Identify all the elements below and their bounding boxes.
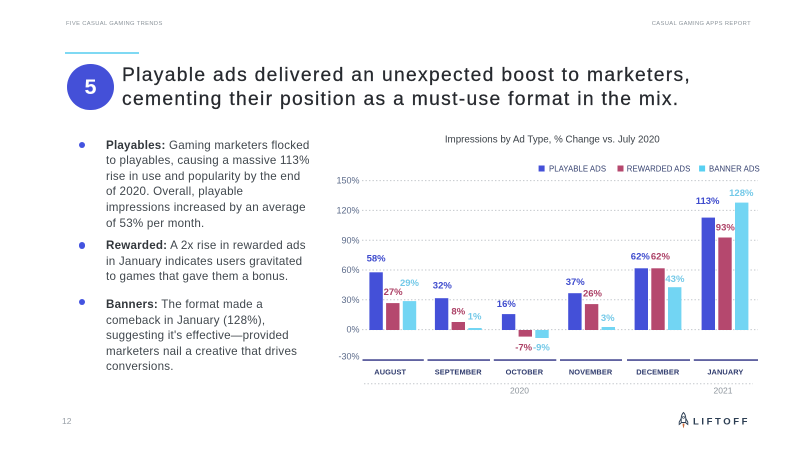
svg-text:32%: 32% [433,280,453,291]
svg-text:1%: 1% [468,312,482,323]
svg-text:120%: 120% [336,206,359,216]
svg-text:-9%: -9% [533,342,550,353]
svg-text:128%: 128% [729,188,754,199]
svg-text:150%: 150% [336,176,359,186]
svg-text:62%: 62% [631,252,651,263]
svg-text:58%: 58% [367,254,387,265]
svg-text:REWARDED ADS: REWARDED ADS [627,164,691,173]
svg-text:2020: 2020 [510,386,529,396]
svg-text:DECEMBER: DECEMBER [636,368,680,377]
svg-text:AUGUST: AUGUST [374,368,406,377]
svg-text:OCTOBER: OCTOBER [506,368,544,377]
svg-text:90%: 90% [341,235,359,245]
svg-text:8%: 8% [451,306,465,317]
svg-text:2021: 2021 [714,386,733,396]
svg-text:BANNER ADS: BANNER ADS [709,164,760,173]
svg-text:30%: 30% [341,295,359,305]
svg-text:26%: 26% [583,289,603,300]
svg-text:LIFTOFF: LIFTOFF [693,417,750,428]
svg-text:93%: 93% [716,223,736,234]
svg-text:3%: 3% [601,313,615,324]
svg-text:NOVEMBER: NOVEMBER [569,368,613,377]
svg-text:27%: 27% [384,287,404,298]
svg-text:29%: 29% [400,278,420,289]
svg-text:43%: 43% [665,274,685,285]
svg-text:SEPTEMBER: SEPTEMBER [435,368,482,377]
svg-text:PLAYABLE ADS: PLAYABLE ADS [549,164,606,173]
svg-text:-30%: -30% [338,351,359,361]
svg-text:113%: 113% [696,196,720,207]
svg-text:62%: 62% [651,252,671,263]
svg-text:Impressions by Ad Type, % Chan: Impressions by Ad Type, % Change vs. Jul… [445,135,660,146]
svg-text:0%: 0% [346,325,359,335]
svg-text:16%: 16% [497,299,517,310]
svg-text:60%: 60% [341,265,359,275]
svg-text:-7%: -7% [515,342,532,353]
svg-text:JANUARY: JANUARY [707,368,743,377]
svg-text:37%: 37% [566,277,586,288]
